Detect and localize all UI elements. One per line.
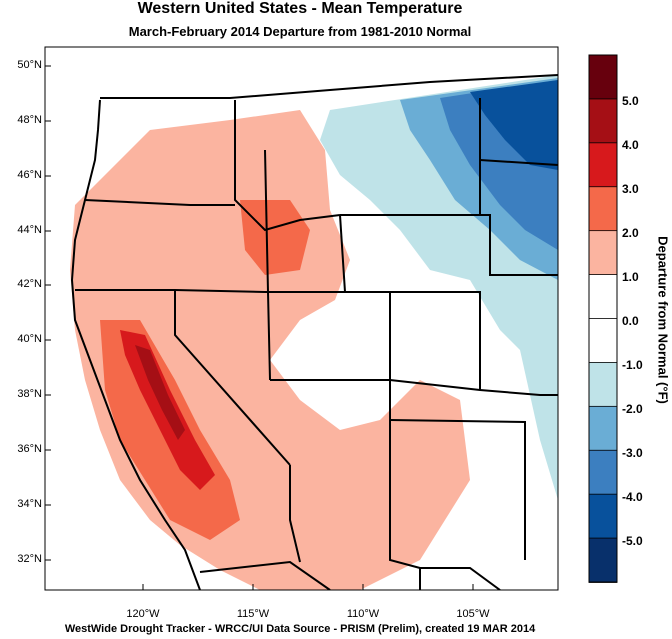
colorbar-tick-label: -2.0 <box>622 402 643 416</box>
colorbar <box>588 54 618 583</box>
colorbar-tick-label: 2.0 <box>622 226 639 240</box>
colorbar-swatch <box>588 493 618 539</box>
lon-tick-label: 120°W <box>126 608 160 620</box>
lat-tick-label: 46°N <box>17 169 42 181</box>
colorbar-tick-label: 1.0 <box>622 270 639 284</box>
colorbar-frame <box>588 54 618 583</box>
colorbar-swatch <box>588 98 618 144</box>
lon-tick-label: 105°W <box>456 608 490 620</box>
colorbar-swatch <box>588 186 618 232</box>
colorbar-swatch <box>588 274 618 320</box>
colorbar-tick-label: -1.0 <box>622 358 643 372</box>
cool-anomaly-darkest-region <box>470 80 558 170</box>
colorbar-tick-label: -4.0 <box>622 490 643 504</box>
colorbar-swatch <box>588 362 618 408</box>
lat-tick-label: 32°N <box>17 553 42 565</box>
lat-tick-label: 36°N <box>17 443 42 455</box>
colorbar-tick-label: -5.0 <box>622 534 643 548</box>
colorbar-tick-label: -3.0 <box>622 446 643 460</box>
colorbar-swatch <box>588 405 618 452</box>
canada-us-border <box>100 74 558 99</box>
colorbar-swatch <box>588 449 618 496</box>
lon-tick-label: 110°W <box>346 608 380 620</box>
colorbar-title: Departure from Normal (°F) <box>655 236 671 404</box>
lat-tick-label: 50°N <box>17 59 42 71</box>
lat-tick-label: 34°N <box>17 498 42 510</box>
colorbar-tick-label: 5.0 <box>622 94 639 108</box>
coastline <box>70 99 201 590</box>
colorbar-tick-label: 3.0 <box>622 182 639 196</box>
axis-ticks <box>45 65 474 590</box>
warm-anomaly-idaho-region <box>240 200 310 275</box>
map-frame <box>44 46 559 591</box>
warm-anomaly-darkest-region <box>135 345 185 440</box>
colorbar-tick-label: 0.0 <box>622 314 639 328</box>
mexico-us-border <box>199 560 501 590</box>
colorbar-tick-label: 4.0 <box>622 138 639 152</box>
colorbar-swatch <box>588 142 618 188</box>
footer-credit: WestWide Drought Tracker - WRCC/UI Data … <box>64 623 536 635</box>
lon-tick-label: 115°W <box>236 608 270 620</box>
lat-tick-label: 40°N <box>17 333 42 345</box>
state-borders <box>75 98 558 569</box>
colorbar-swatch <box>588 54 618 100</box>
colorbar-swatch <box>588 537 618 583</box>
lat-tick-label: 42°N <box>17 278 42 290</box>
lat-tick-label: 38°N <box>17 388 42 400</box>
map-title: Western United States - Mean Temperature <box>137 0 463 17</box>
lat-tick-label: 44°N <box>17 224 42 236</box>
colorbar-swatch <box>588 230 618 276</box>
colorbar-swatch <box>588 318 618 364</box>
lat-tick-label: 48°N <box>17 114 42 126</box>
map-subtitle: March-February 2014 Departure from 1981-… <box>128 24 472 39</box>
